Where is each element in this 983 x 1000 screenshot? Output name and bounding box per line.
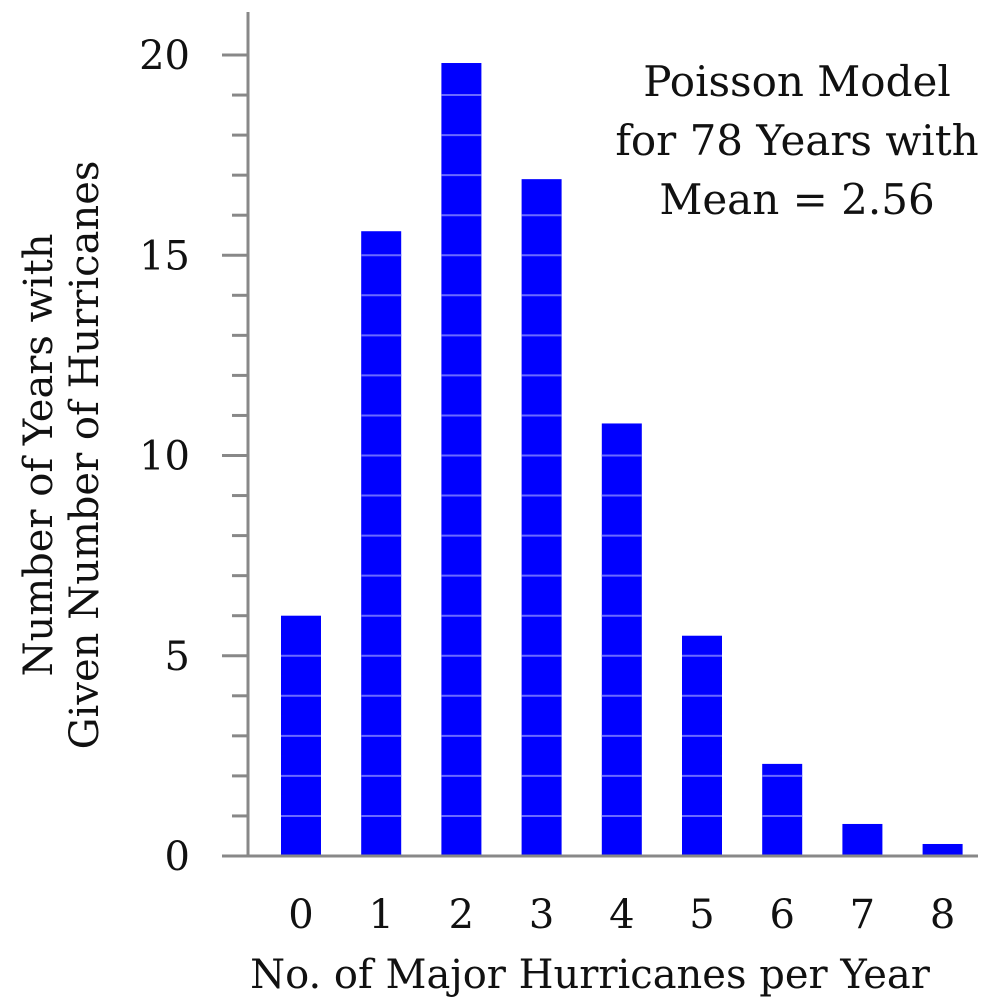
y-tick-label: 5	[165, 634, 190, 680]
y-tick-label: 0	[165, 834, 190, 880]
x-tick-label: 1	[368, 892, 393, 938]
y-tick-label: 20	[139, 33, 190, 79]
annotation-line-3: Mean = 2.56	[659, 175, 934, 224]
bar-6	[762, 763, 803, 856]
y-axis-title: Number of Years with Given Number of Hur…	[16, 161, 108, 750]
y-tick-label: 15	[139, 233, 190, 279]
x-tick-label: 0	[288, 892, 313, 938]
bars	[281, 63, 963, 857]
annotation-line-2: for 78 Years with	[615, 116, 978, 165]
y-tick-label: 10	[139, 434, 190, 480]
x-tick-label: 6	[769, 892, 794, 938]
bar-2	[441, 63, 482, 856]
x-tick-label: 4	[609, 892, 634, 938]
bar-5	[682, 635, 722, 856]
bar-7	[842, 823, 883, 856]
annotation-line-1: Poisson Model	[643, 57, 951, 106]
x-tick-label: 2	[449, 892, 474, 938]
x-tick-labels: 0 1 2 3 4 5 6 7 8	[288, 892, 955, 938]
x-tick-label: 5	[689, 892, 714, 938]
bar-4	[601, 423, 642, 856]
model-annotation: Poisson Model for 78 Years with Mean = 2…	[615, 57, 978, 224]
x-tick-label: 7	[850, 892, 875, 938]
gridlines	[281, 94, 803, 817]
bar-8	[922, 843, 963, 856]
x-tick-label: 8	[930, 892, 955, 938]
y-axis-title-line-2: Given Number of Hurricanes	[62, 161, 108, 750]
y-axis-title-line-1: Number of Years with	[16, 233, 62, 676]
bar-3	[521, 179, 562, 856]
x-tick-label: 3	[529, 892, 554, 938]
y-ticks: 0 5 10 15 20	[139, 33, 248, 880]
axes	[222, 12, 978, 858]
x-axis-title: No. of Major Hurricanes per Year	[250, 952, 931, 998]
bar-1	[361, 231, 402, 857]
